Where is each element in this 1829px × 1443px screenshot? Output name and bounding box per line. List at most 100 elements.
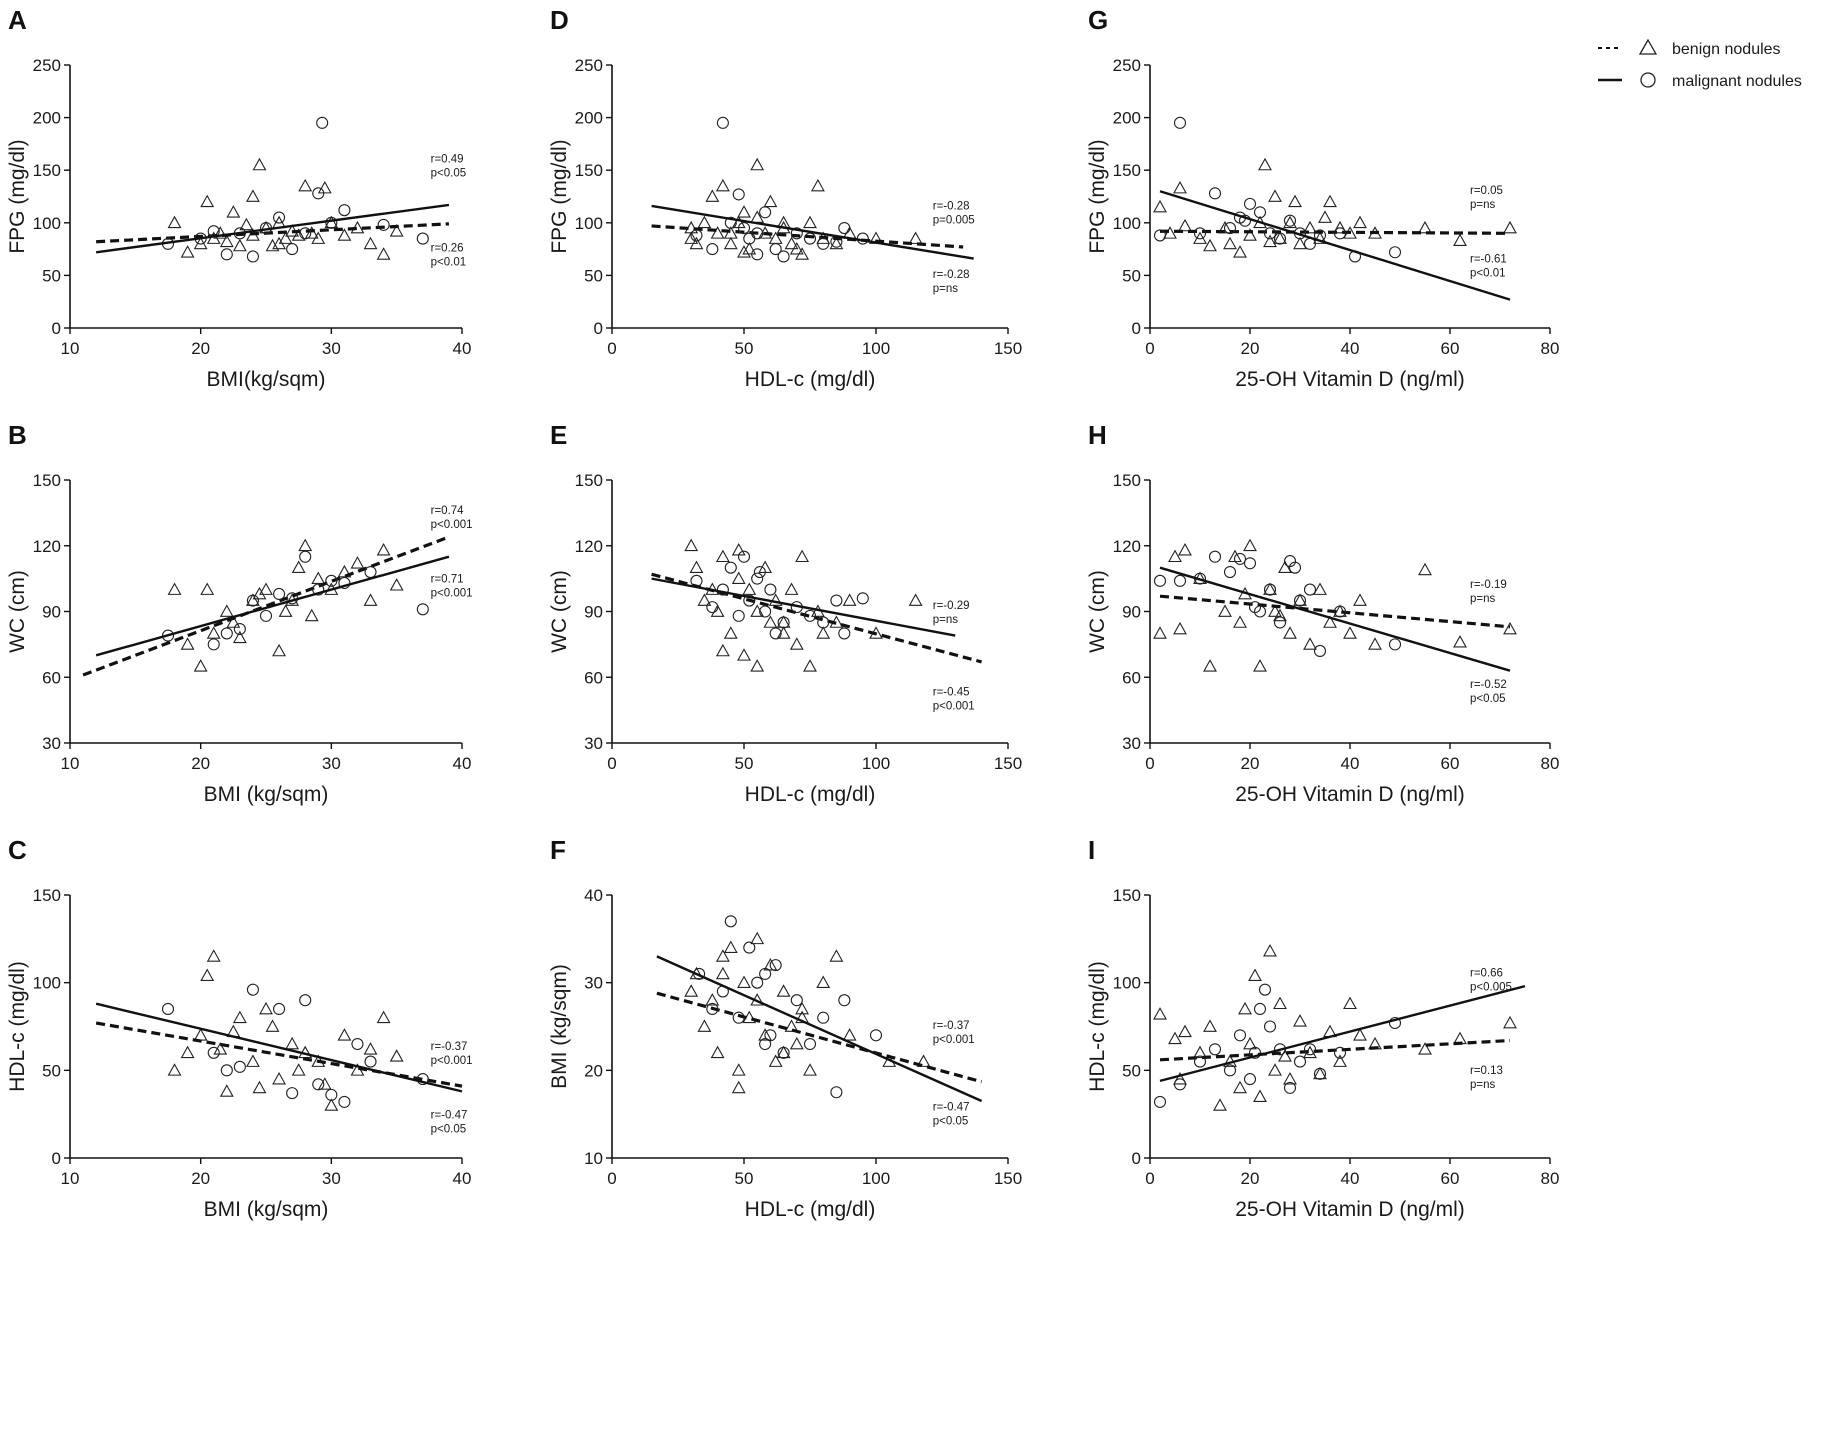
data-point-circle: [759, 206, 772, 219]
correlation-r-label: r=-0.28: [933, 269, 970, 281]
data-point-circle: [207, 638, 220, 651]
data-point-circle: [273, 1002, 286, 1016]
data-point-triangle: [731, 543, 746, 556]
data-point-triangle: [1283, 1071, 1297, 1085]
data-point-triangle: [710, 604, 725, 617]
x-tick-label: 80: [1541, 1169, 1560, 1188]
x-tick-label: 40: [453, 339, 472, 358]
x-axis-title: HDL-c (mg/dl): [745, 783, 876, 806]
data-point-circle: [1238, 214, 1252, 227]
data-point-circle: [1248, 601, 1262, 614]
data-point-triangle: [723, 236, 738, 250]
data-point-triangle: [1283, 215, 1297, 229]
data-point-circle: [1303, 583, 1317, 596]
x-tick-label: 30: [322, 754, 341, 773]
x-tick-label: 30: [322, 1169, 341, 1188]
data-point-triangle: [1313, 582, 1327, 595]
data-point-triangle: [1313, 231, 1327, 244]
data-point-triangle: [1153, 626, 1167, 639]
data-point-circle: [1333, 605, 1347, 618]
data-point-triangle: [1278, 560, 1292, 574]
regression-line-dashed: [96, 222, 450, 244]
data-point-circle: [416, 232, 429, 245]
data-point-triangle: [1153, 1007, 1167, 1020]
data-point-triangle: [180, 637, 195, 650]
data-point-circle: [1303, 1043, 1317, 1056]
data-point-circle: [246, 594, 259, 607]
data-point-triangle: [1288, 194, 1302, 208]
data-point-circle: [1193, 1055, 1207, 1068]
data-point-circle: [299, 227, 312, 240]
data-point-triangle: [1268, 604, 1282, 617]
correlation-r-label: r=-0.37: [431, 1041, 468, 1053]
data-point-circle: [838, 627, 851, 640]
data-point-triangle: [784, 582, 799, 595]
data-point-triangle: [803, 1063, 817, 1076]
data-point-circle: [312, 1078, 325, 1091]
y-tick-label: 150: [575, 471, 603, 490]
data-point-triangle: [789, 637, 804, 650]
regression-line-dashed: [651, 224, 964, 249]
y-tick-label: 0: [52, 1149, 61, 1168]
data-point-triangle: [245, 1054, 260, 1067]
y-tick-label: 90: [584, 603, 603, 622]
y-tick-label: 50: [1122, 1061, 1141, 1080]
data-point-circle: [1153, 1095, 1167, 1108]
data-point-triangle: [916, 1054, 931, 1067]
data-point-triangle: [1238, 1001, 1252, 1015]
data-point-triangle: [784, 1019, 799, 1032]
y-tick-label: 250: [575, 56, 603, 75]
data-point-circle: [364, 1055, 377, 1068]
p-value-label: p<0.01: [1470, 267, 1506, 279]
data-point-triangle: [1233, 1080, 1247, 1094]
data-point-circle: [751, 572, 764, 585]
data-point-triangle: [304, 608, 319, 622]
data-point-triangle: [1353, 593, 1367, 606]
data-point-circle: [706, 1002, 719, 1016]
data-point-triangle: [1368, 637, 1382, 650]
data-point-triangle: [232, 238, 247, 252]
data-point-triangle: [684, 984, 699, 997]
data-point-triangle: [829, 949, 844, 962]
data-point-triangle: [226, 615, 241, 628]
correlation-r-label: r=0.49: [431, 153, 464, 165]
series-malignant: r=0.66 p<0.005: [1153, 968, 1526, 1108]
x-tick-label: 100: [862, 339, 890, 358]
data-point-triangle: [715, 178, 730, 192]
regression-line-dashed: [656, 991, 983, 1084]
panel-letter: A: [8, 5, 27, 35]
data-point-circle: [1253, 1002, 1267, 1016]
data-point-triangle: [1293, 1014, 1307, 1027]
data-point-triangle: [1203, 659, 1217, 672]
data-point-triangle: [737, 245, 751, 258]
data-point-triangle: [1233, 245, 1247, 258]
y-tick-label: 150: [33, 471, 61, 490]
data-point-triangle: [789, 1036, 804, 1050]
data-point-triangle: [1178, 1024, 1192, 1038]
data-point-triangle: [278, 231, 293, 244]
data-point-circle: [1223, 1064, 1237, 1077]
data-point-circle: [325, 216, 338, 229]
data-point-triangle: [795, 1001, 810, 1015]
y-axis-title: WC (cm): [1086, 570, 1109, 653]
y-tick-label: 250: [33, 56, 61, 75]
data-point-circle: [273, 587, 286, 601]
data-point-triangle: [684, 231, 699, 244]
data-point-circle: [364, 565, 377, 579]
y-tick-label: 30: [584, 974, 603, 993]
data-point-triangle: [259, 582, 273, 595]
y-tick-label: 250: [1113, 56, 1141, 75]
y-tick-label: 120: [33, 537, 61, 556]
data-point-triangle: [363, 593, 378, 606]
data-point-circle: [690, 229, 703, 242]
y-tick-label: 100: [1113, 974, 1141, 993]
data-point-triangle: [763, 615, 778, 628]
y-tick-label: 100: [1113, 214, 1141, 233]
data-point-triangle: [1178, 218, 1192, 232]
x-tick-label: 60: [1441, 339, 1460, 358]
regression-line-solid: [656, 955, 983, 1103]
data-point-circle: [1153, 229, 1167, 242]
x-tick-label: 40: [453, 1169, 472, 1188]
data-point-triangle: [1258, 157, 1272, 171]
data-point-triangle: [1233, 615, 1247, 628]
